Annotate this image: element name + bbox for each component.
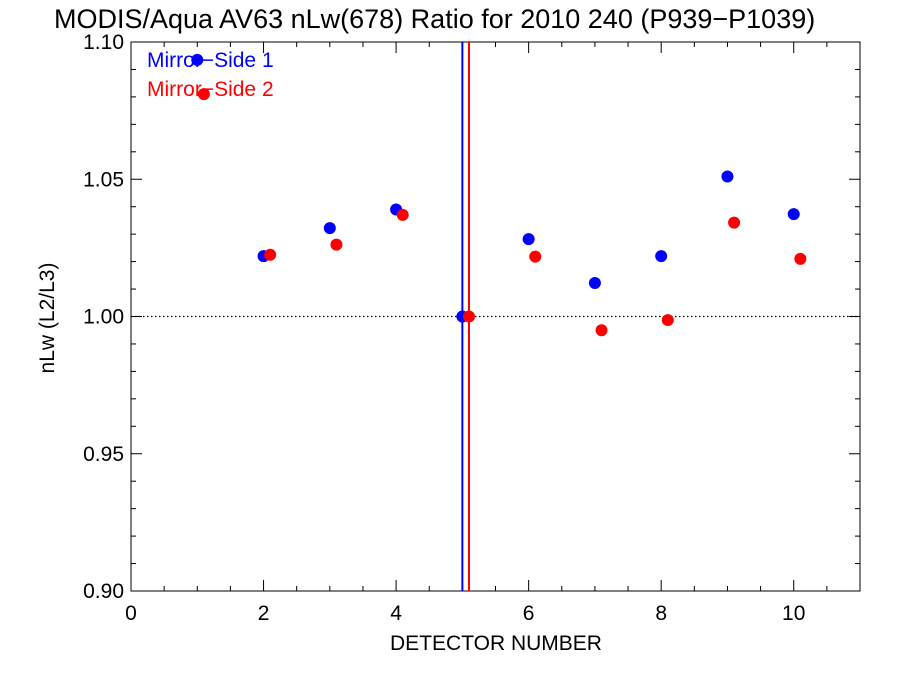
x-tick-label: 4 (390, 602, 402, 625)
data-point-series-1 (588, 277, 601, 290)
data-point-series-2 (264, 248, 277, 261)
x-tick-label: 10 (782, 602, 805, 625)
data-point-series-2 (794, 252, 807, 265)
legend-entry-series-2: Mirror−Side 2 (147, 78, 274, 101)
data-point-series-1 (655, 250, 668, 263)
y-tick-label: 1.00 (83, 306, 124, 329)
y-tick-label: 0.90 (83, 580, 124, 603)
data-point-series-1 (522, 233, 535, 246)
data-point-series-2 (396, 208, 409, 221)
y-tick-label: 1.05 (83, 168, 124, 191)
data-point-series-2 (529, 250, 542, 263)
chart-title: MODIS/Aqua AV63 nLw(678) Ratio for 2010 … (54, 4, 815, 34)
data-point-series-2 (462, 310, 475, 323)
y-tick-label: 0.95 (83, 443, 124, 466)
data-point-series-2 (661, 314, 674, 327)
data-point-series-1 (323, 222, 336, 235)
data-point-series-1 (787, 208, 800, 221)
legend-entry-series-1: Mirror−Side 1 (147, 49, 274, 72)
y-axis-label: nLw (L2/L3) (36, 263, 59, 374)
y-tick-label: 1.10 (83, 31, 124, 54)
data-point-series-1 (721, 170, 734, 183)
x-tick-label: 2 (258, 602, 270, 625)
x-axis-label: DETECTOR NUMBER (390, 632, 602, 655)
data-point-series-2 (197, 88, 210, 101)
data-point-series-2 (728, 216, 741, 229)
data-point-series-1 (191, 53, 204, 66)
x-tick-label: 6 (523, 602, 535, 625)
x-tick-label: 8 (655, 602, 667, 625)
x-tick-label: 0 (125, 602, 137, 625)
data-point-series-2 (330, 238, 343, 251)
data-point-series-2 (595, 324, 608, 337)
